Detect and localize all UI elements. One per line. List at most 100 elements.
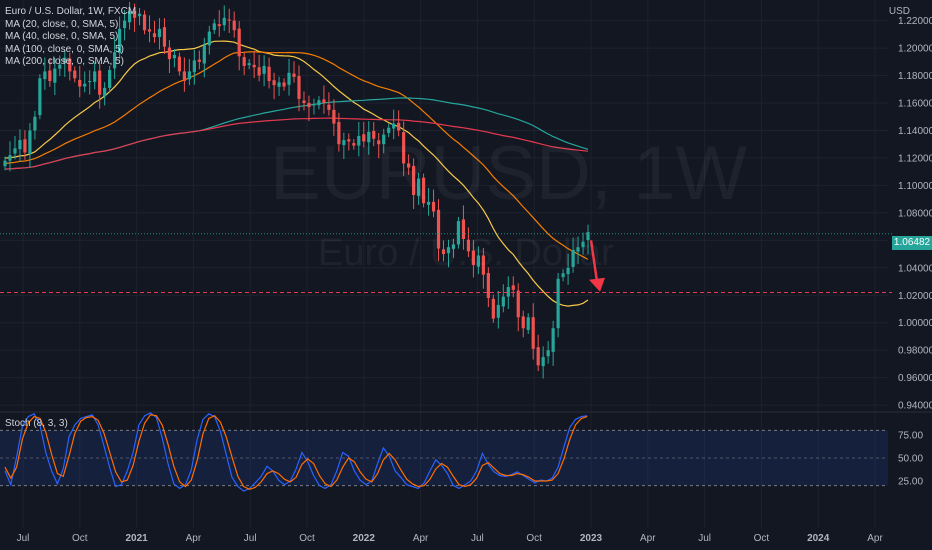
price-tick-label: 1.08000: [898, 208, 932, 219]
time-tick-label: Oct: [754, 533, 770, 544]
price-tick-label: 1.00000: [898, 318, 932, 329]
candle-body: [397, 122, 401, 131]
candle-body: [38, 78, 42, 116]
time-tick-label: Oct: [526, 533, 542, 544]
candle-body: [227, 19, 231, 21]
candle-body: [471, 250, 476, 266]
candle-body: [372, 131, 376, 139]
candle-body: [317, 100, 321, 106]
candle-body: [108, 70, 112, 88]
price-tick-label: 1.20000: [898, 44, 932, 55]
time-tick-label: Apr: [867, 533, 883, 544]
candle-body: [113, 52, 117, 69]
candle-body: [68, 58, 72, 72]
candle-body: [122, 20, 127, 29]
candle-body: [382, 134, 386, 145]
grid-lines: [0, 0, 932, 528]
time-axis[interactable]: Jul Oct 2021 Apr Jul Oct 2022 Apr Jul Oct 2023 Apr J…: [17, 533, 884, 544]
candle-body: [28, 130, 32, 155]
price-axis[interactable]: 1.22000 1.20000 1.18000 1.16000 1.14000 1.120…: [898, 16, 932, 412]
ma20-label[interactable]: MA (20, close, 0, SMA, 5): [5, 18, 119, 30]
candle-body: [421, 177, 426, 204]
stoch-label[interactable]: Stoch (8, 3, 3): [5, 418, 68, 429]
candle-body: [172, 54, 177, 59]
candle-body: [73, 70, 77, 79]
price-tick-label: 0.94000: [898, 401, 932, 412]
candle-body: [33, 116, 37, 131]
ma200-line: [4, 117, 589, 170]
candle-body: [576, 247, 580, 252]
candle-body: [43, 71, 47, 80]
candle-body: [466, 239, 471, 252]
candle-body: [446, 247, 451, 254]
candle-body: [257, 67, 261, 76]
time-tick-label: 2024: [807, 533, 830, 544]
candle-body: [337, 121, 341, 145]
candle-body: [581, 241, 585, 248]
candle-body: [307, 103, 311, 108]
candle-body: [23, 139, 27, 153]
candle-body: [267, 66, 271, 82]
candle-body: [247, 63, 251, 66]
candle-body: [8, 155, 12, 161]
candle-body: [262, 65, 266, 74]
stoch-tick-label: 25.00: [898, 477, 923, 488]
candle-body: [546, 350, 550, 357]
candle-body: [426, 201, 431, 205]
candle-body: [177, 56, 182, 72]
candle-body: [58, 64, 62, 69]
candle-body: [18, 140, 22, 150]
candle-body: [222, 17, 226, 26]
candle-body: [387, 127, 391, 133]
candle-body: [322, 99, 326, 103]
candle-body: [486, 273, 490, 299]
candle-body: [252, 64, 256, 68]
stoch-d-line: [4, 414, 588, 490]
stochastic-pane: 75.00 50.00 25.00: [0, 412, 923, 492]
symbol-title[interactable]: Euro / U.S. Dollar, 1W, FXCM: [5, 6, 137, 17]
candle-body: [147, 29, 152, 32]
candle-body: [162, 27, 167, 47]
candle-body: [292, 73, 296, 77]
candle-body: [13, 148, 17, 154]
candle-body: [88, 81, 92, 83]
candle-body: [536, 347, 540, 366]
candle-body: [98, 70, 102, 95]
candle-body: [132, 10, 137, 18]
candle-body: [436, 209, 441, 249]
candle-body: [412, 165, 416, 196]
candle-body: [561, 273, 565, 278]
candle-body: [531, 317, 535, 349]
candle-body: [63, 57, 67, 63]
price-tick-label: 1.16000: [898, 99, 932, 110]
stoch-tick-label: 75.00: [898, 431, 923, 442]
time-tick-label: Apr: [413, 533, 429, 544]
candle-body: [53, 68, 57, 83]
candle-body: [407, 163, 411, 168]
candle-body: [78, 79, 82, 87]
candle-body: [157, 28, 162, 38]
candle-body: [327, 104, 331, 110]
candle-body: [441, 249, 446, 255]
ma200-label[interactable]: MA (200, close, 0, SMA, 5): [5, 56, 124, 67]
candle-body: [202, 45, 206, 64]
last-price-tag: 1.06482: [892, 236, 932, 250]
ma100-line: [4, 97, 589, 170]
time-tick-label: 2021: [125, 533, 148, 544]
candle-body: [516, 290, 520, 318]
time-tick-label: Jul: [698, 533, 711, 544]
ma100-label[interactable]: MA (100, close, 0, SMA, 5): [5, 43, 124, 55]
candle-body: [451, 244, 456, 249]
candle-body: [152, 33, 157, 38]
candle-body: [347, 139, 351, 142]
ma40-label[interactable]: MA (40, close, 0, SMA, 5): [5, 31, 119, 42]
candle-body: [207, 31, 211, 46]
indicator-legend: Euro / U.S. Dollar, 1W, FXCM MA (20, clo…: [5, 6, 136, 69]
candle-body: [212, 23, 216, 30]
time-tick-label: Apr: [640, 533, 656, 544]
candle-body: [237, 28, 241, 57]
price-tick-label: 1.18000: [898, 71, 932, 82]
moving-averages: [4, 40, 589, 307]
candle-body: [93, 71, 97, 82]
